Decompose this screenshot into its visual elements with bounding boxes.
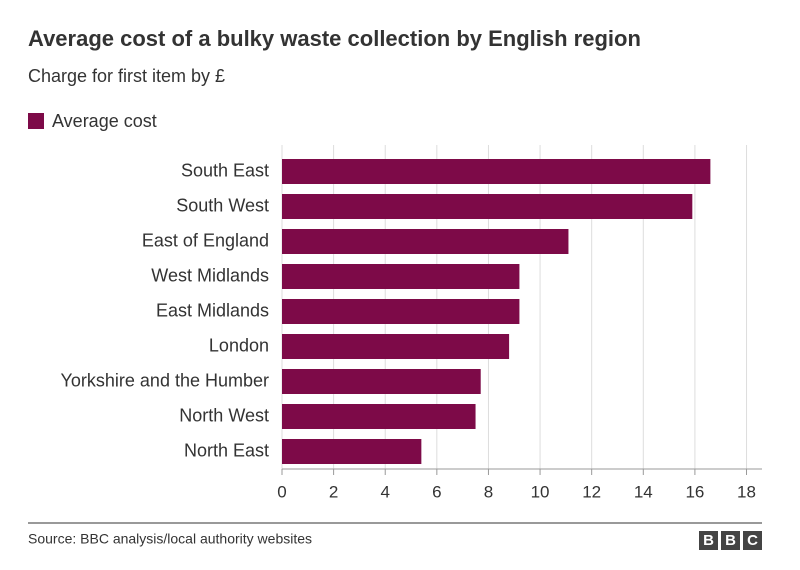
- bar: [282, 439, 422, 464]
- logo-letter: B: [703, 532, 714, 549]
- logo-box: [721, 531, 740, 550]
- bar: [282, 264, 520, 289]
- bar: [282, 334, 510, 359]
- x-tick-label: 0: [277, 482, 286, 501]
- y-tick-label: South West: [176, 195, 269, 215]
- logo-box: [699, 531, 718, 550]
- legend-label: Average cost: [52, 111, 157, 131]
- y-tick-label: East Midlands: [156, 300, 269, 320]
- logo-letter: B: [725, 532, 736, 549]
- y-tick-label: South East: [181, 160, 269, 180]
- x-tick-label: 6: [432, 482, 441, 501]
- logo-box: [743, 531, 762, 550]
- y-tick-label: North East: [184, 440, 269, 460]
- chart-subtitle: Charge for first item by £: [28, 66, 225, 86]
- bar: [282, 194, 693, 219]
- y-tick-label: Yorkshire and the Humber: [61, 370, 269, 390]
- y-tick-label: North West: [179, 405, 269, 425]
- bar: [282, 159, 711, 184]
- x-tick-label: 2: [329, 482, 338, 501]
- bar: [282, 369, 481, 394]
- bar: [282, 299, 520, 324]
- y-tick-label: West Midlands: [151, 265, 269, 285]
- logo-letter: C: [747, 532, 758, 549]
- y-tick-label: East of England: [142, 230, 269, 250]
- x-tick-label: 10: [531, 482, 550, 501]
- y-tick-label: London: [209, 335, 269, 355]
- x-tick-label: 18: [737, 482, 756, 501]
- legend-swatch: [28, 113, 44, 129]
- bar: [282, 404, 476, 429]
- x-tick-label: 4: [380, 482, 389, 501]
- bar: [282, 229, 569, 254]
- x-tick-label: 12: [582, 482, 601, 501]
- x-tick-label: 16: [685, 482, 704, 501]
- chart-title: Average cost of a bulky waste collection…: [28, 26, 641, 51]
- x-tick-label: 8: [484, 482, 493, 501]
- x-tick-label: 14: [634, 482, 653, 501]
- source: Source: BBC analysis/local authority web…: [28, 531, 312, 547]
